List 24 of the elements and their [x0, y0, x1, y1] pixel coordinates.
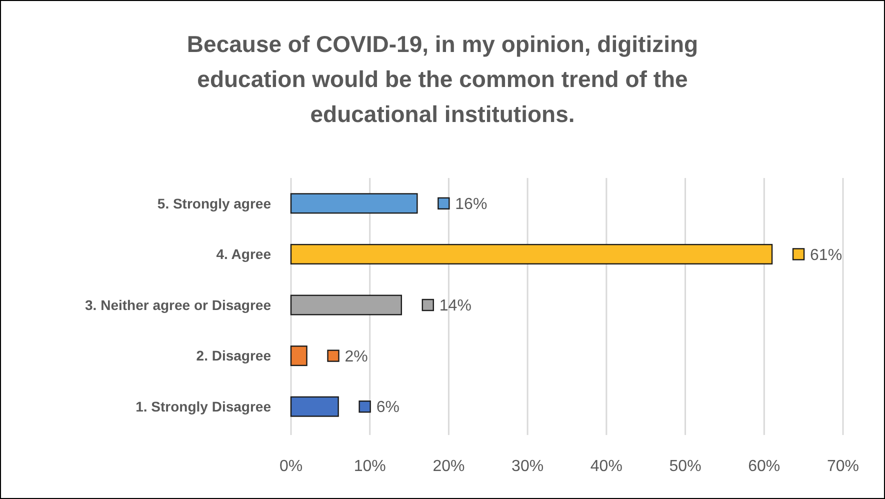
- x-tick-label: 10%: [354, 458, 386, 475]
- x-tick-label: 60%: [748, 458, 780, 475]
- x-tick-label: 70%: [826, 458, 860, 475]
- bar: [290, 244, 773, 264]
- bar: [290, 396, 339, 417]
- bar: [290, 346, 308, 366]
- chart-title: Because of COVID-19, in my opinion, digitizing education would be the common trend of the educational institutions.: [186, 31, 698, 127]
- data-label: 6%: [376, 399, 400, 416]
- y-tick-label: 2. Disagree: [196, 348, 272, 364]
- bar: [290, 193, 418, 214]
- x-tick-label: 40%: [590, 458, 622, 475]
- data-label: 61%: [810, 246, 842, 264]
- x-tick-label: 50%: [669, 458, 702, 475]
- data-label: 2%: [344, 348, 368, 366]
- y-tick-label: 1. Strongly Disagree: [136, 398, 272, 414]
- x-tick-label: 20%: [432, 458, 465, 475]
- bar: [290, 294, 402, 316]
- x-tick-label: 30%: [512, 458, 544, 475]
- y-tick-label: 5. Strongly agree: [157, 195, 272, 212]
- y-tick-label: 4. Agree: [216, 246, 272, 262]
- data-label: 16%: [455, 196, 488, 213]
- y-tick-label: 3. Neither agree or Disagree: [85, 296, 272, 313]
- x-tick-label: 0%: [279, 458, 303, 475]
- data-label: 14%: [439, 298, 472, 315]
